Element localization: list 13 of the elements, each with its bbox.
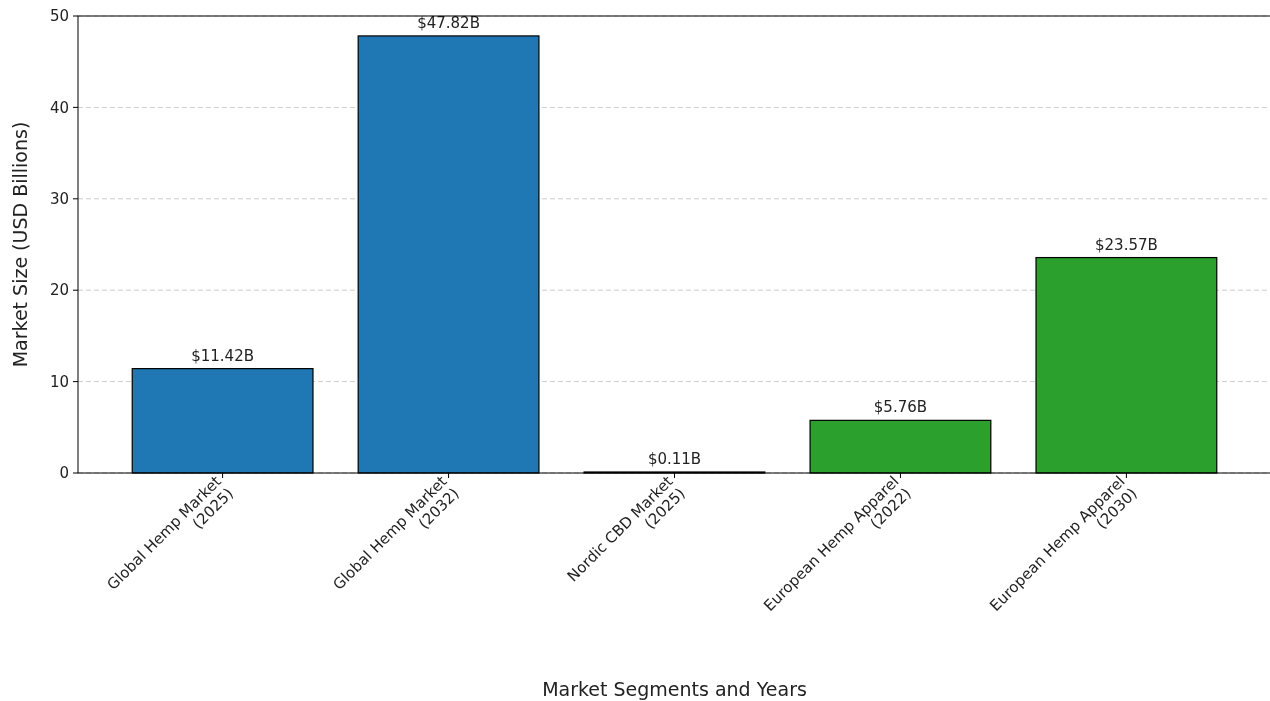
y-tick-label: 10 [49, 372, 69, 391]
y-axis-title: Market Size (USD Billions) [9, 121, 31, 368]
y-tick-label: 20 [49, 281, 69, 300]
data-label: $23.57B [1095, 235, 1158, 254]
data-label: $47.82B [417, 13, 480, 32]
y-tick-label: 50 [49, 7, 69, 26]
data-label: $11.42B [191, 346, 254, 365]
y-tick-label: 40 [49, 98, 69, 117]
y-tick-label: 30 [49, 190, 69, 209]
x-axis-title: Market Segments and Years [542, 678, 807, 700]
data-label: $5.76B [873, 398, 928, 417]
data-label: $0.11B [647, 449, 702, 468]
y-tick-label: 0 [59, 464, 69, 483]
